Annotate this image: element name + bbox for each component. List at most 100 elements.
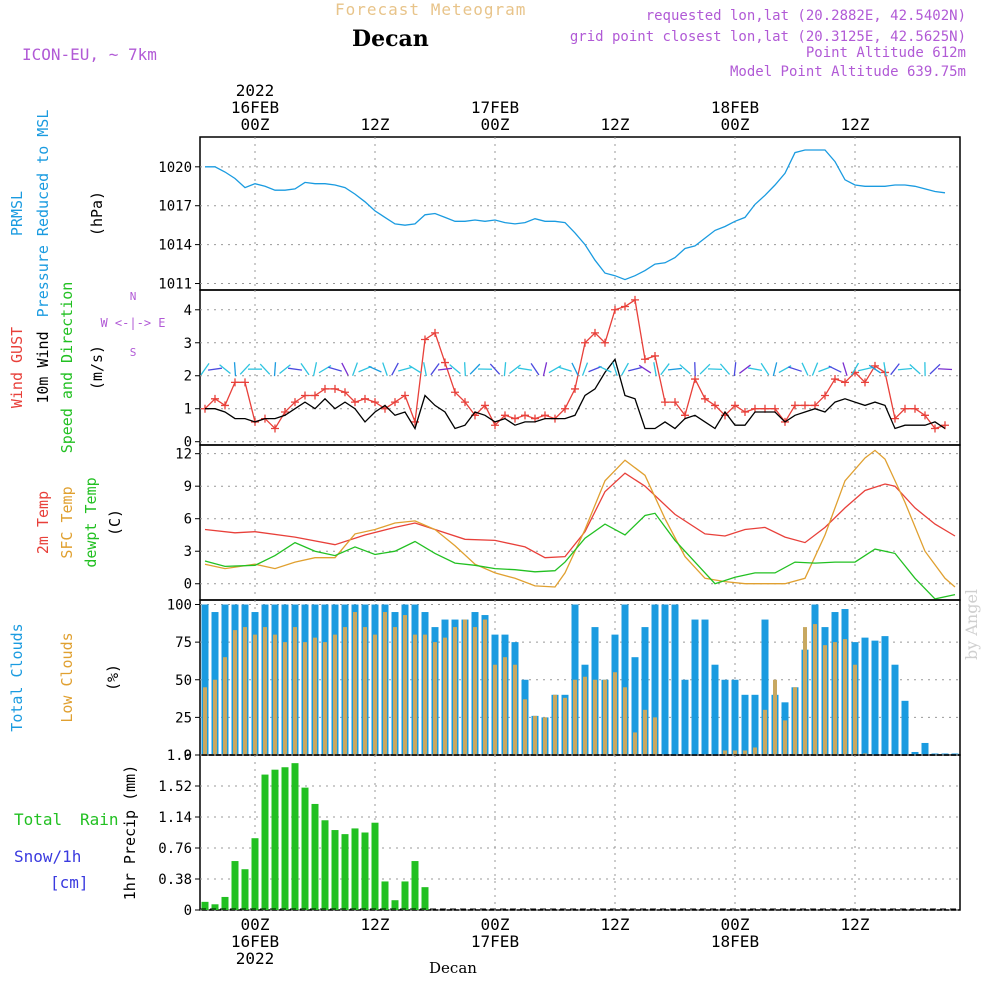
y-tick-label: 0	[184, 748, 192, 764]
bar-clouds-1	[643, 709, 647, 755]
panel-label-0: Total Clouds	[8, 623, 26, 731]
bar-clouds-1	[253, 634, 257, 755]
wind-direction-arrow	[391, 362, 399, 376]
wind-direction-arrow	[818, 366, 832, 373]
bar-clouds-1	[723, 750, 727, 755]
bar-precip-0	[351, 828, 359, 910]
bar-clouds-1	[443, 637, 447, 755]
bar-clouds-1	[383, 612, 387, 755]
panel-label-1: Low Clouds	[58, 632, 76, 722]
wind-direction-arrow	[423, 362, 427, 377]
y-tick-label: 4	[184, 303, 192, 319]
wind-direction-arrow	[463, 362, 467, 377]
wind-direction-arrow	[739, 364, 751, 374]
wind-direction-arrow	[679, 364, 691, 375]
wind-direction-arrow	[660, 363, 670, 376]
gust-marker	[521, 411, 529, 420]
wind-direction-arrow	[581, 362, 589, 376]
bar-precip-0	[331, 830, 339, 910]
gust-marker	[351, 398, 359, 407]
wind-direction-arrow	[628, 366, 642, 372]
bottom-time-label: 00Z	[481, 915, 510, 934]
gust-marker	[271, 424, 279, 433]
top-time-label: 12Z	[841, 115, 870, 134]
bar-clouds-1	[503, 657, 507, 755]
station-name: Decan	[352, 26, 429, 52]
bar-clouds-1	[353, 612, 357, 755]
bar-clouds-1	[633, 732, 637, 755]
y-tick-label: 1.52	[158, 779, 192, 795]
wind-direction-arrow	[558, 366, 572, 372]
wind-direction-arrow	[358, 365, 372, 373]
bar-clouds-1	[593, 679, 597, 755]
y-tick-label: 1017	[158, 199, 192, 215]
panel-label-2: (hPa)	[88, 191, 106, 236]
top-time-label: 18FEB	[711, 98, 759, 117]
wind-direction-arrow	[929, 363, 941, 375]
panel-frame-pressure	[199, 136, 961, 291]
bar-clouds-1	[403, 615, 407, 755]
top-time-label: 17FEB	[471, 98, 519, 117]
bar-clouds-0	[201, 604, 209, 755]
wind-direction-arrow	[883, 362, 887, 377]
gust-marker	[631, 295, 639, 304]
bar-clouds-1	[793, 687, 797, 755]
bar-clouds-0	[921, 742, 929, 755]
bar-clouds-0	[651, 604, 659, 755]
y-tick-label: 75	[175, 635, 192, 651]
bar-clouds-1	[563, 697, 567, 755]
gust-marker	[691, 375, 699, 384]
y-tick-label: 9	[184, 479, 192, 495]
wind-direction-arrow	[239, 363, 251, 375]
gust-marker	[581, 338, 589, 347]
gust-marker	[861, 378, 869, 387]
bar-clouds-1	[763, 709, 767, 755]
bar-clouds-1	[823, 645, 827, 755]
series-line-temperature-0	[204, 472, 956, 559]
bar-clouds-1	[373, 634, 377, 755]
series-line-temperature-2	[204, 512, 956, 600]
wind-direction-arrow	[621, 362, 629, 376]
wind-direction-arrow	[273, 362, 277, 377]
gust-marker	[791, 401, 799, 410]
bar-clouds-0	[671, 604, 679, 755]
gust-marker	[931, 424, 939, 433]
panel-label-0: 2m Temp	[34, 491, 52, 554]
wind-direction-arrow	[318, 364, 332, 374]
gust-marker	[601, 338, 609, 347]
gust-marker	[321, 384, 329, 393]
gust-marker	[901, 404, 909, 413]
bar-clouds-0	[911, 751, 919, 755]
bar-precip-0	[401, 881, 409, 910]
gust-marker	[231, 378, 239, 387]
y-tick-label: 25	[175, 710, 192, 726]
bar-clouds-0	[631, 657, 639, 755]
panel-frame-temperature	[199, 444, 961, 601]
y-tick-label: 0.38	[158, 872, 192, 888]
wind-direction-arrow	[548, 365, 562, 374]
bar-clouds-1	[803, 627, 807, 755]
bar-precip-0	[221, 896, 229, 910]
wind-direction-arrow	[489, 363, 501, 375]
wind-direction-arrow	[259, 363, 271, 375]
bar-clouds-1	[243, 627, 247, 755]
bar-precip-0	[241, 869, 249, 910]
gust-marker	[641, 355, 649, 364]
bar-clouds-1	[783, 720, 787, 755]
wind-direction-arrow	[828, 365, 842, 373]
panel-label-2: dewpt Temp	[82, 477, 100, 567]
y-tick-label: 0	[184, 577, 192, 593]
wind-direction-arrow	[207, 367, 223, 371]
bottom-time-label: 12Z	[361, 915, 390, 934]
bar-clouds-0	[711, 664, 719, 755]
bar-clouds-1	[293, 627, 297, 755]
bar-clouds-1	[543, 717, 547, 755]
bar-clouds-0	[641, 627, 649, 755]
bar-clouds-0	[951, 753, 959, 755]
gust-marker	[211, 394, 219, 403]
gust-marker	[841, 378, 849, 387]
bar-clouds-1	[773, 679, 777, 755]
bar-clouds-1	[273, 634, 277, 755]
wind-direction-arrow	[842, 362, 848, 377]
bottom-time-label: 16FEB	[231, 932, 279, 951]
